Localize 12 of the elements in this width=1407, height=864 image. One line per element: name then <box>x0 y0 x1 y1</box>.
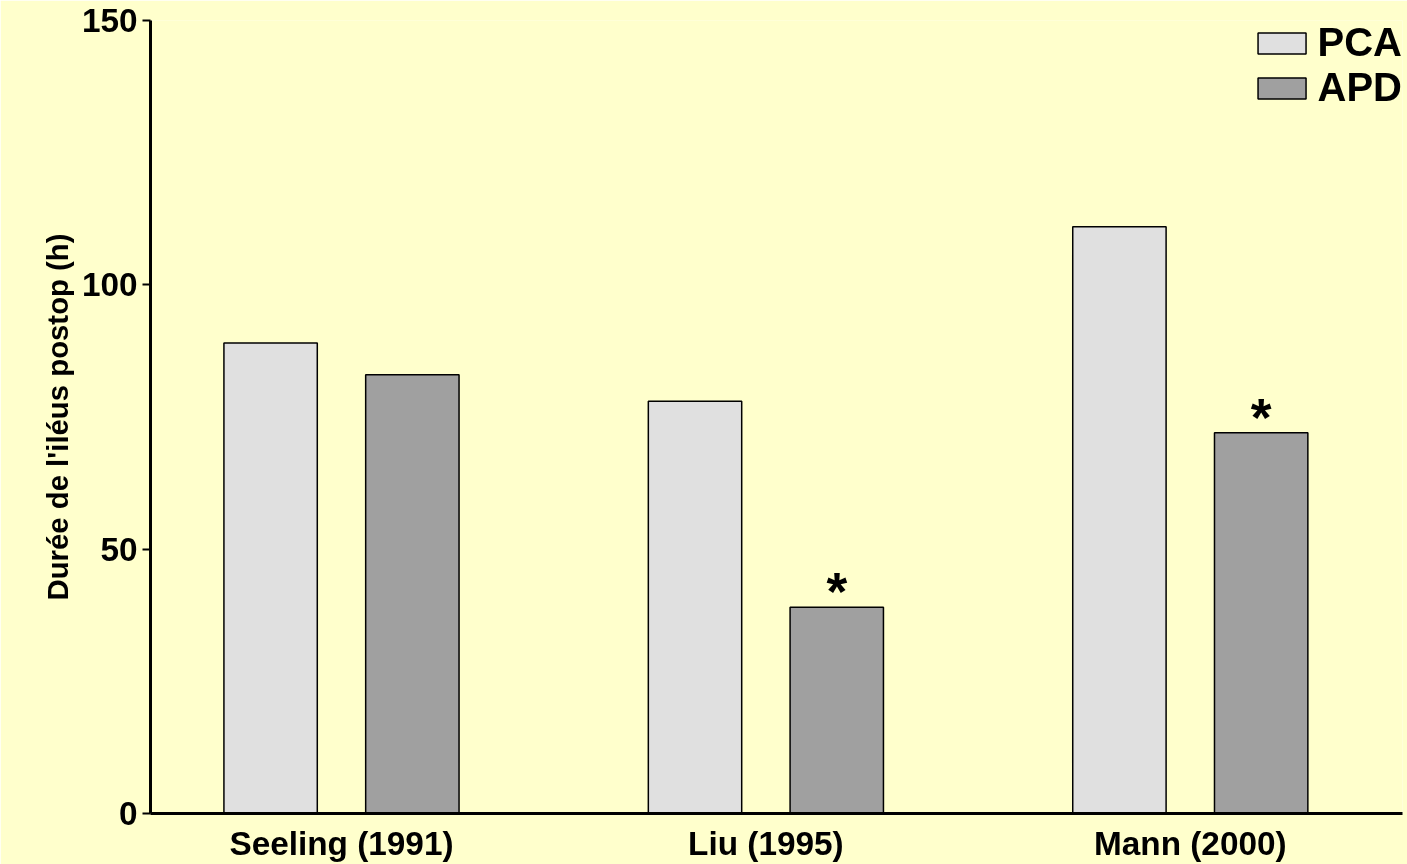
y-tick-label: 100 <box>81 266 138 304</box>
legend-label: APD <box>1317 65 1402 110</box>
y-tick-label: 0 <box>118 795 138 832</box>
annotation: * <box>1250 387 1272 447</box>
annotation: * <box>826 562 848 622</box>
y-tick-label: 150 <box>81 2 138 39</box>
y-tick-label: 50 <box>100 530 138 568</box>
x-tick-label: Seeling (1991) <box>229 824 454 862</box>
x-tick-label: Mann (2000) <box>1093 824 1287 862</box>
x-tick-label: Liu (1995) <box>688 824 844 862</box>
legend-label: PCA <box>1317 20 1402 65</box>
y-axis-title: Durée de l'iléus postop (h) <box>40 233 74 601</box>
